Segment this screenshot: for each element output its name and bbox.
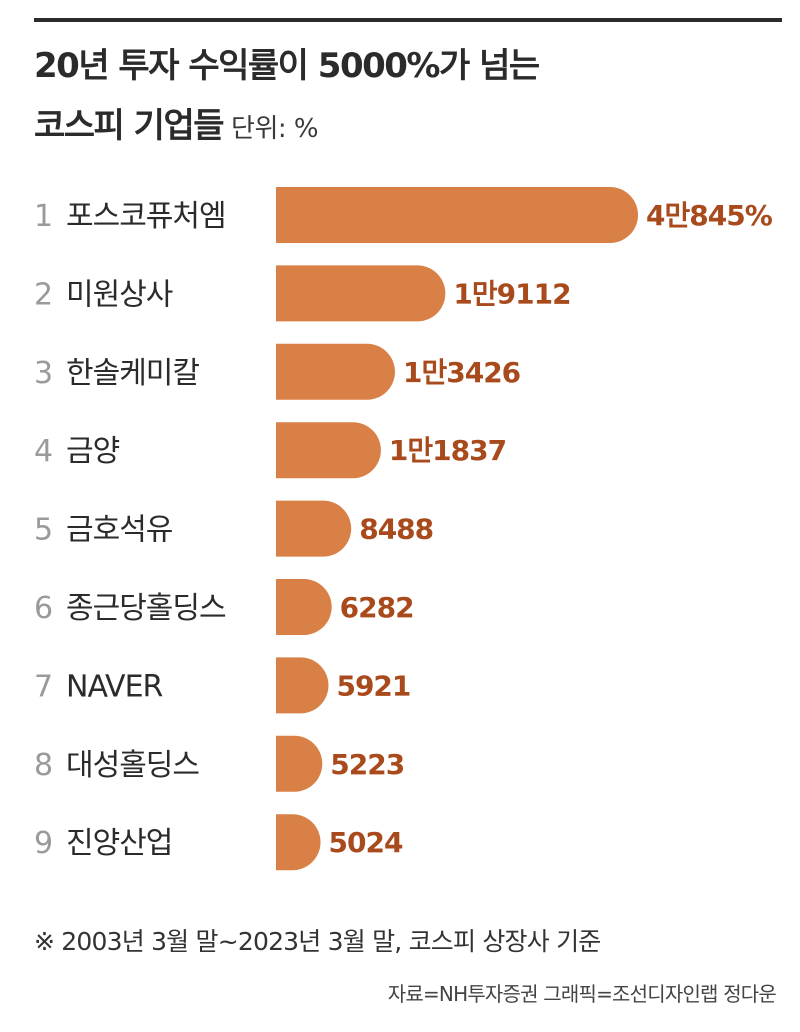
bar [276,265,446,322]
company-label: 한솔케미칼 [66,356,199,391]
company-label: 포스코퓨처엠 [66,199,226,234]
rank-number: 9 [34,826,53,861]
company-label: 미원상사 [66,277,173,312]
rank-number: 3 [34,356,53,391]
company-label: 금양 [66,434,120,469]
bar-chart: 1 포스코퓨처엠 4만845% 2 미원상사 1만9112 3 한솔케미칼 1만3426 4 금양 1… [34,187,774,871]
value-label: 5024 [329,826,403,859]
value-label: 1만1837 [389,434,506,467]
company-label: 종근당홀딩스 [66,591,226,626]
source-credit: 자료=NH투자증권 그래픽=조선디자인랩 정다운 [387,982,777,1006]
value-label: 1만9112 [453,277,570,310]
bar [276,187,638,243]
bar [276,657,329,714]
company-label: 대성홀딩스 [66,748,199,783]
value-label: 8488 [359,513,433,546]
bar [276,579,332,635]
value-label: 5223 [330,748,404,781]
chart-title-line2: 코스피 기업들 단위: % [34,98,319,147]
value-label: 4만845% [646,199,773,232]
rank-number: 7 [34,669,53,704]
rank-number: 1 [34,199,53,234]
value-label: 1만3426 [403,356,520,389]
bar [276,814,321,871]
value-label: 6282 [340,591,414,624]
company-label: 진양산업 [66,826,172,861]
rank-number: 4 [34,434,53,469]
rank-number: 5 [34,513,53,548]
footnote: ※ 2003년 3월 말~2023년 3월 말, 코스피 상장사 기준 [34,927,601,956]
company-label: 금호석유 [66,513,173,548]
bar [276,422,381,479]
value-label: 5921 [336,669,410,702]
rank-number: 6 [34,591,53,626]
rank-number: 2 [34,277,53,312]
bar [276,500,352,557]
rank-number: 8 [34,748,53,783]
company-label: NAVER [66,669,163,704]
bar [276,735,323,792]
chart-title-line2-text: 코스피 기업들 [34,106,225,146]
chart-title-line1: 20년 투자 수익률이 5000%가 넘는 [34,46,540,86]
unit-label: 단위: % [231,114,319,144]
top-rule [34,18,782,22]
bar [276,343,395,400]
